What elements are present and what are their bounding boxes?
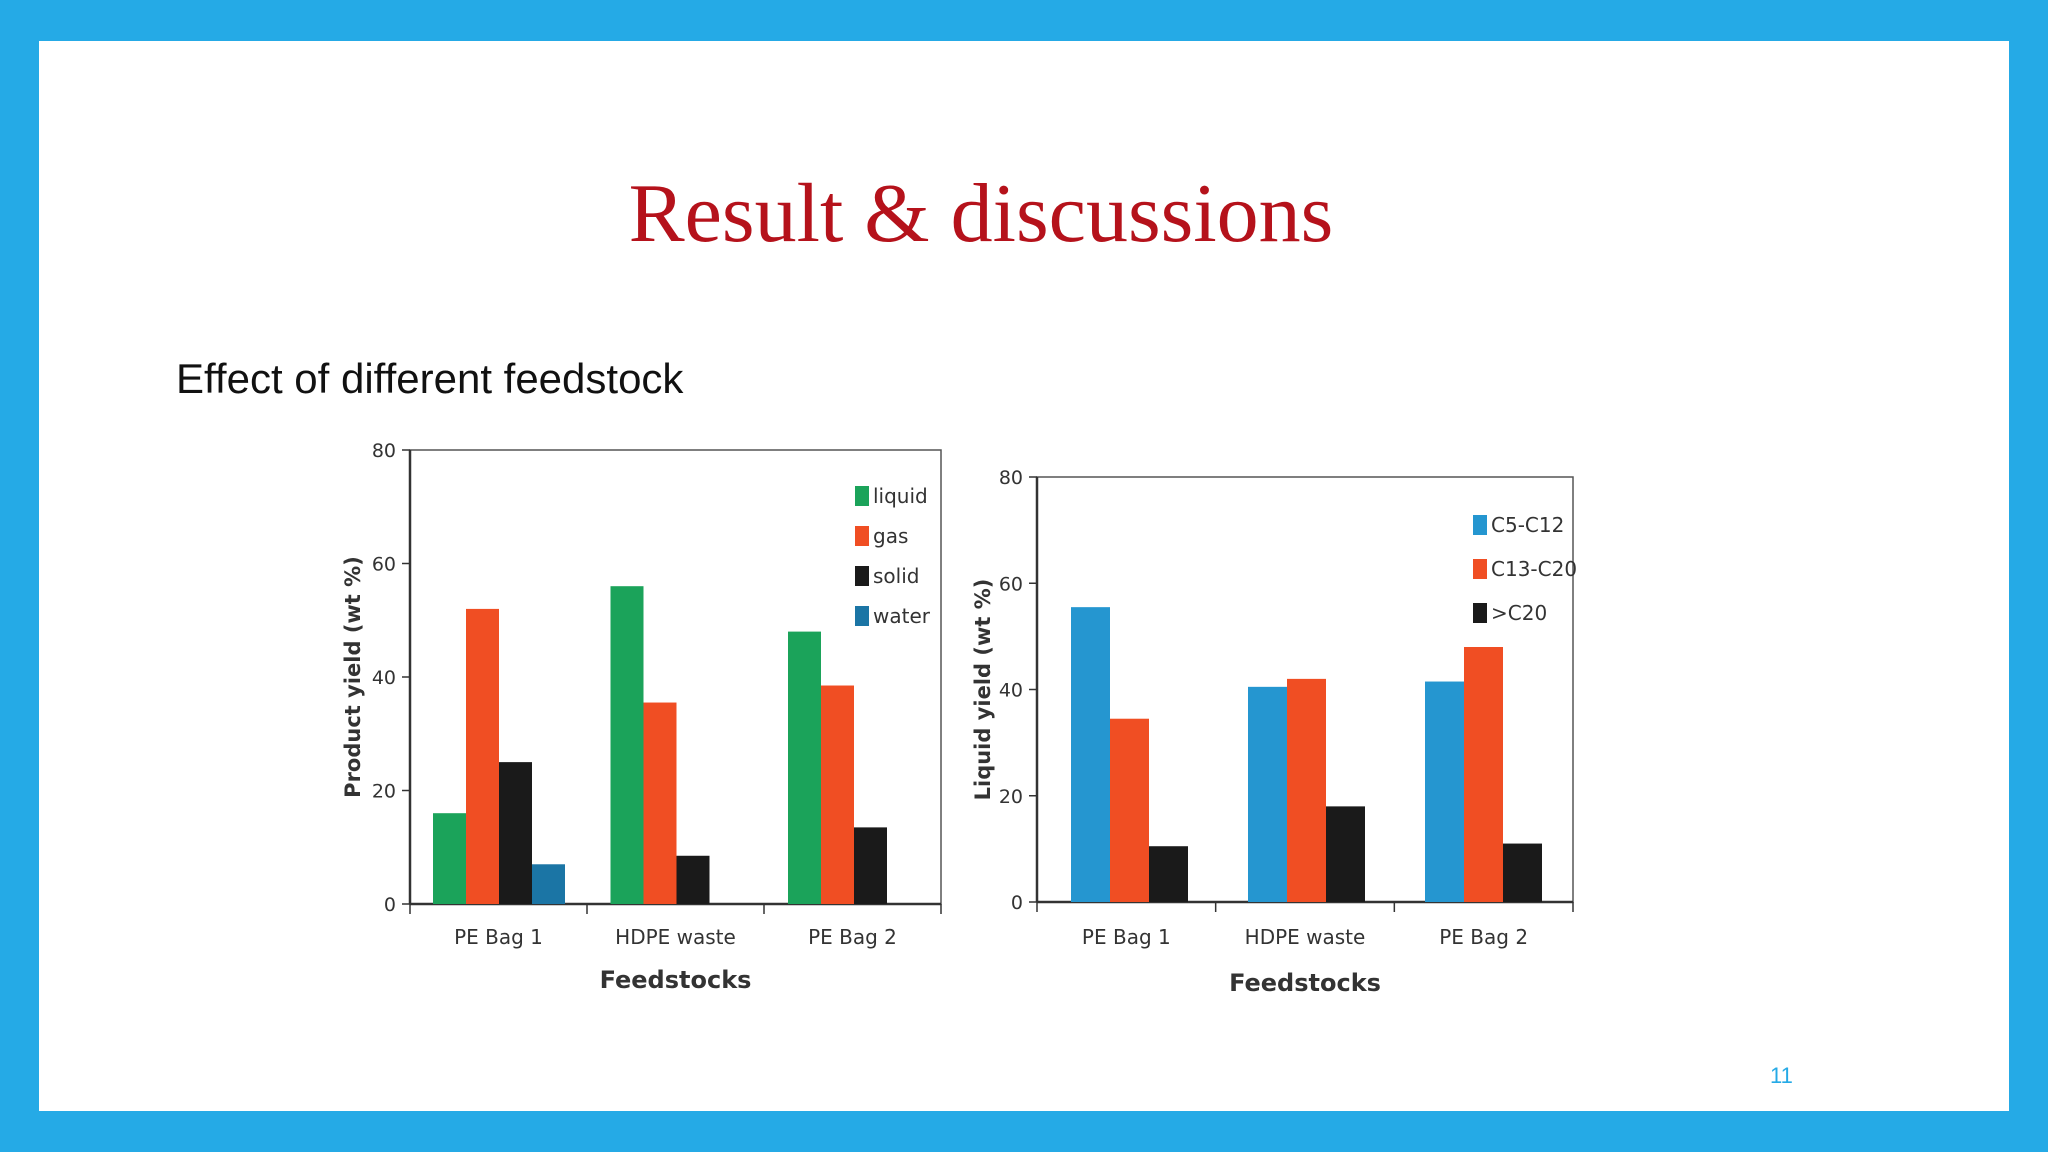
y-tick-label: 0 — [384, 894, 396, 916]
y-tick-label: 60 — [999, 573, 1023, 595]
bar-liquid-pe-bag-1 — [433, 813, 466, 904]
bar-c5-c12-hdpe-waste — [1248, 686, 1287, 902]
page-number: 11 — [1770, 1063, 1793, 1088]
legend-swatch-c5-c12 — [1473, 515, 1487, 535]
bar-c20-hdpe-waste — [1326, 806, 1365, 902]
bar-gas-pe-bag-1 — [466, 608, 499, 904]
bar-water-pe-bag-1 — [532, 864, 565, 904]
bar-gas-hdpe-waste — [643, 702, 677, 904]
x-category-label: PE Bag 2 — [808, 925, 897, 949]
legend-label-gas: gas — [873, 524, 908, 548]
legend-swatch-c13-c20 — [1473, 559, 1487, 579]
bar-gas-pe-bag-2 — [821, 685, 854, 904]
y-tick-label: 60 — [372, 554, 396, 576]
x-category-label: HDPE waste — [1245, 925, 1366, 949]
legend-label-c13-c20: C13-C20 — [1491, 557, 1577, 581]
x-axis-title: Feedstocks — [1229, 969, 1381, 997]
bar-liquid-pe-bag-2 — [788, 631, 821, 904]
legend-label-liquid: liquid — [873, 484, 928, 508]
bar-c13-c20-pe-bag-2 — [1464, 647, 1503, 902]
x-category-label: PE Bag 2 — [1439, 925, 1528, 949]
legend-swatch-c20 — [1473, 603, 1487, 623]
legend-swatch-liquid — [855, 486, 869, 506]
bar-c20-pe-bag-1 — [1149, 846, 1188, 902]
legend-swatch-solid — [855, 566, 869, 586]
slide — [39, 41, 2009, 1111]
y-tick-label: 0 — [1011, 892, 1023, 914]
legend-label-c20: >C20 — [1491, 601, 1547, 625]
bar-c5-c12-pe-bag-2 — [1425, 681, 1464, 902]
x-category-label: PE Bag 1 — [1082, 925, 1171, 949]
legend-label-c5-c12: C5-C12 — [1491, 513, 1564, 537]
bar-solid-hdpe-waste — [676, 855, 710, 904]
legend-swatch-water — [855, 606, 869, 626]
slide-title: Result & discussions — [628, 167, 1334, 260]
x-category-label: PE Bag 1 — [454, 925, 543, 949]
y-axis-title: Product yield (wt %) — [341, 556, 365, 798]
x-axis-title: Feedstocks — [600, 966, 752, 994]
slide-subtitle: Effect of different feedstock — [176, 355, 684, 402]
bar-c5-c12-pe-bag-1 — [1071, 607, 1110, 902]
y-tick-label: 20 — [372, 781, 396, 803]
bar-c13-c20-pe-bag-1 — [1110, 718, 1149, 902]
y-axis-title: Liquid yield (wt %) — [971, 579, 995, 801]
bar-solid-pe-bag-1 — [499, 762, 532, 904]
y-tick-label: 80 — [372, 440, 396, 462]
legend-swatch-gas — [855, 526, 869, 546]
bar-liquid-hdpe-waste — [610, 586, 644, 904]
y-tick-label: 40 — [372, 667, 396, 689]
bar-c13-c20-hdpe-waste — [1287, 678, 1326, 902]
y-tick-label: 40 — [999, 680, 1023, 702]
x-category-label: HDPE waste — [615, 925, 736, 949]
y-tick-label: 20 — [999, 786, 1023, 808]
legend-label-water: water — [873, 604, 931, 628]
y-tick-label: 80 — [999, 467, 1023, 489]
legend-label-solid: solid — [873, 564, 919, 588]
bar-solid-pe-bag-2 — [854, 827, 887, 904]
bar-c20-pe-bag-2 — [1503, 843, 1542, 902]
